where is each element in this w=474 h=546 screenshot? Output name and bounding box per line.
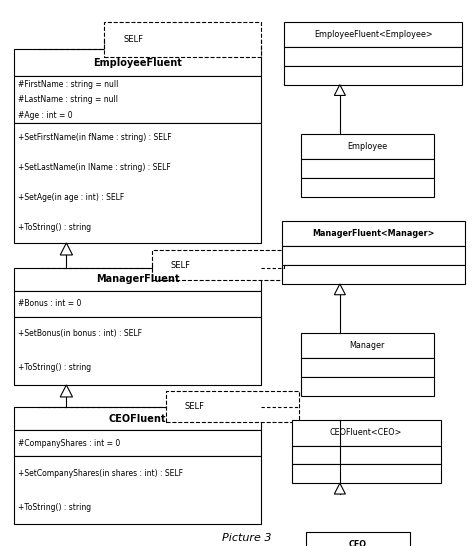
Bar [14, 76, 261, 123]
Text: #FirstName : string = null: #FirstName : string = null [18, 80, 118, 88]
Text: Manager: Manager [350, 341, 385, 350]
Bar [14, 407, 261, 430]
Text: +ToString() : string: +ToString() : string [18, 364, 91, 372]
Text: ManagerFluent<Manager>: ManagerFluent<Manager> [312, 229, 435, 238]
Polygon shape [334, 284, 346, 295]
Bar [284, 66, 462, 85]
Bar [301, 377, 434, 396]
Bar [104, 22, 261, 57]
Bar [301, 358, 434, 377]
Text: Employee: Employee [347, 142, 387, 151]
Bar [14, 317, 261, 385]
Text: Picture 3: Picture 3 [222, 533, 271, 543]
Bar [306, 532, 410, 546]
Text: #Age : int = 0: #Age : int = 0 [18, 110, 73, 120]
Text: SELF: SELF [171, 260, 191, 270]
Bar [292, 464, 441, 483]
Bar [282, 265, 465, 284]
Bar [14, 49, 261, 76]
Bar [14, 268, 261, 291]
Text: #LastName : string = null: #LastName : string = null [18, 95, 118, 104]
Bar [282, 221, 465, 246]
Text: +SetAge(in age : int) : SELF: +SetAge(in age : int) : SELF [18, 193, 124, 203]
Bar [284, 22, 462, 47]
Bar [282, 246, 465, 265]
Text: +ToString() : string: +ToString() : string [18, 223, 91, 233]
Bar [14, 430, 261, 456]
Text: CEO: CEO [349, 541, 367, 546]
Text: CEOFluent<CEO>: CEOFluent<CEO> [330, 429, 402, 437]
Bar [292, 420, 441, 446]
Text: +SetFirstName(in fName : string) : SELF: +SetFirstName(in fName : string) : SELF [18, 133, 172, 143]
Bar [14, 291, 261, 317]
Polygon shape [60, 385, 73, 397]
Bar [284, 47, 462, 66]
Bar [301, 159, 434, 178]
Polygon shape [334, 483, 346, 494]
Polygon shape [334, 85, 346, 96]
Text: +ToString() : string: +ToString() : string [18, 503, 91, 512]
Bar [14, 456, 261, 524]
Bar [166, 391, 299, 422]
Text: +SetCompanyShares(in shares : int) : SELF: +SetCompanyShares(in shares : int) : SEL… [18, 468, 183, 478]
Text: #CompanyShares : int = 0: #CompanyShares : int = 0 [18, 438, 120, 448]
Text: SELF: SELF [185, 402, 205, 411]
Bar [14, 123, 261, 243]
Text: EmployeeFluent<Employee>: EmployeeFluent<Employee> [314, 30, 433, 39]
Bar [301, 134, 434, 159]
Text: +SetLastName(in lName : string) : SELF: +SetLastName(in lName : string) : SELF [18, 163, 171, 173]
Bar [301, 178, 434, 197]
Bar [301, 333, 434, 358]
Bar [152, 250, 284, 280]
Text: CEOFluent: CEOFluent [109, 413, 166, 424]
Text: EmployeeFluent: EmployeeFluent [93, 58, 182, 68]
Text: ManagerFluent: ManagerFluent [96, 274, 179, 284]
Polygon shape [60, 243, 73, 255]
Text: +SetBonus(in bonus : int) : SELF: +SetBonus(in bonus : int) : SELF [18, 329, 142, 339]
Text: #Bonus : int = 0: #Bonus : int = 0 [18, 299, 82, 308]
Bar [292, 446, 441, 464]
Text: SELF: SELF [123, 35, 143, 44]
